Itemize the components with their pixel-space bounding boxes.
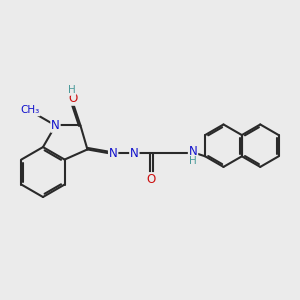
Text: H: H bbox=[68, 85, 76, 95]
Text: O: O bbox=[146, 173, 156, 186]
Text: N: N bbox=[109, 147, 118, 160]
Text: CH₃: CH₃ bbox=[20, 106, 40, 116]
Text: N: N bbox=[189, 146, 197, 158]
Text: N: N bbox=[130, 147, 139, 160]
Text: N: N bbox=[51, 119, 60, 132]
Text: H: H bbox=[189, 156, 197, 166]
Text: O: O bbox=[68, 92, 78, 105]
